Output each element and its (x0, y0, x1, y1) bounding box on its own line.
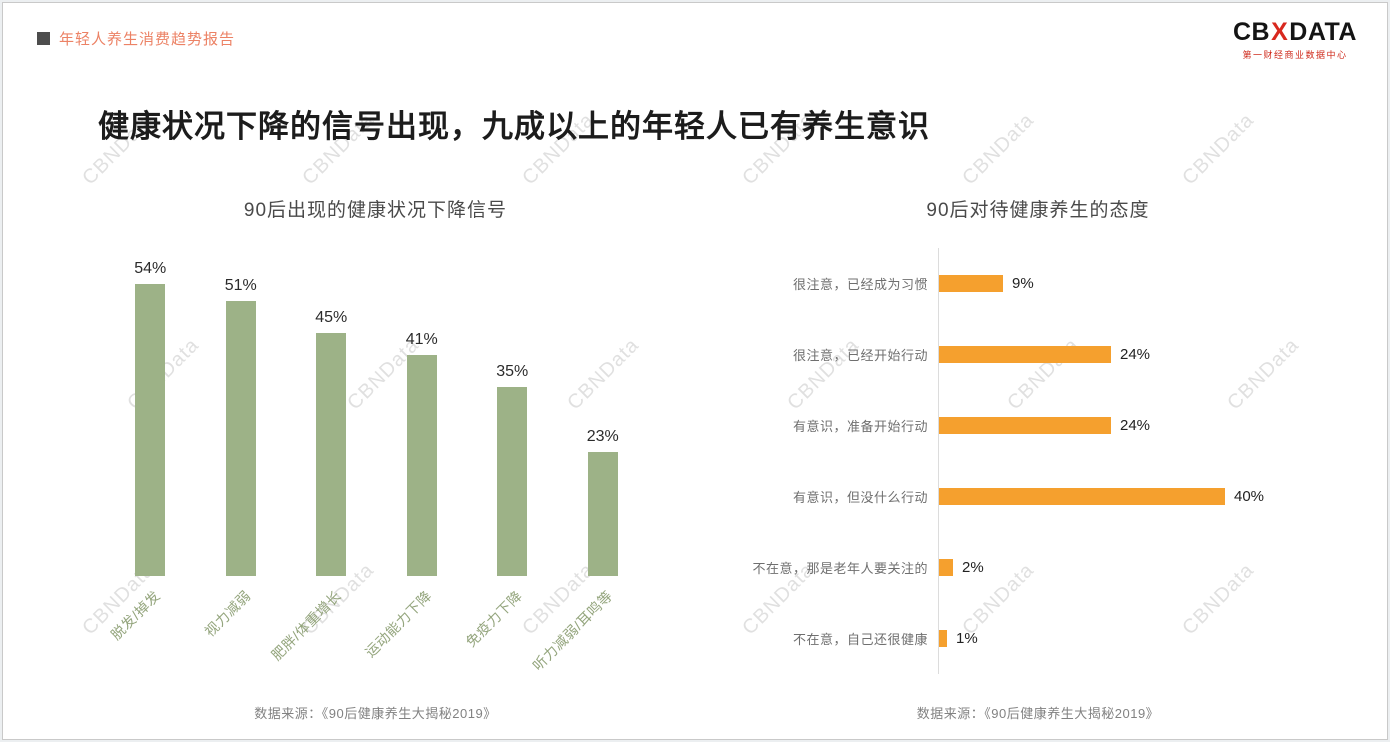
cbndata-logo: CBXDATA 第一财经商业数据中心 (1232, 18, 1357, 61)
bar-category-label: 免疫力下降 (462, 587, 525, 650)
chart-title-left: 90后出现的健康状况下降信号 (243, 200, 508, 221)
logo-wordmark: CBXDATA (1232, 18, 1357, 47)
bar (939, 275, 1003, 292)
bar-track: 2% (938, 532, 984, 603)
bar-row: 有意识，准备开始行动 24% (723, 390, 1353, 461)
bar-value-label: 51% (224, 277, 257, 294)
bar-track: 24% (938, 390, 1150, 461)
bar (316, 333, 347, 576)
logo-subtitle: 第一财经商业数据中心 (1242, 49, 1348, 60)
bar-category-label: 不在意，自己还很健康 (792, 632, 928, 647)
bar-value-label: 24% (1120, 417, 1151, 434)
bar-category-label: 听力减弱/耳鸣等 (529, 587, 616, 674)
bar-track: 1% (938, 603, 978, 674)
bar-category-label: 不在意，那是老年人要关注的 (752, 561, 928, 576)
logo-prefix: CB (1232, 18, 1271, 46)
bar-value-label: 1% (956, 630, 978, 647)
bar-category-label: 有意识，但没什么行动 (792, 490, 928, 505)
bar-column: 23% 听力减弱/耳鸣等 (529, 246, 649, 674)
data-source-left: 数据来源：《90后健康养生大揭秘2019》 (254, 706, 497, 721)
horizontal-bars: 很注意，已经成为习惯 9% 很注意，已经开始行动 24% 有意识，准备开始行动 24% 有意… (723, 248, 1353, 674)
report-series-title: 年轻人养生消费趋势报告 (59, 31, 236, 48)
report-header: 年轻人养生消费趋势报告 (37, 28, 235, 49)
vertical-bars: 54% 脱发/掉发 51% 视力减弱 45% 肥胖/体重增长 41% 运动能力下降 35% 免疫力… (103, 246, 649, 674)
bar-row: 很注意，已经成为习惯 9% (723, 248, 1353, 319)
bar-value-label: 35% (496, 363, 529, 380)
vertical-bar-chart: 90后出现的健康状况下降信号 54% 脱发/掉发 51% 视力减弱 45% 肥胖/体重增长… (103, 195, 649, 674)
bar-category-label: 视力减弱 (201, 587, 254, 640)
bar (497, 387, 528, 576)
bar-column: 35% 免疫力下降 (462, 246, 558, 650)
chart-title-right: 90后对待健康养生的态度 (926, 200, 1150, 221)
bar (406, 355, 437, 576)
bar-column: 51% 视力减弱 (196, 246, 287, 640)
bar-track: 40% (938, 461, 1264, 532)
bar-value-label: 24% (1120, 346, 1151, 363)
bar-value-label: 23% (586, 428, 619, 445)
horizontal-bar-chart: 90后对待健康养生的态度 很注意，已经成为习惯 9% 很注意，已经开始行动 24% 有意… (723, 195, 1353, 674)
bar-value-label: 54% (134, 260, 167, 277)
bar (939, 630, 947, 647)
bar (587, 452, 618, 576)
bar (939, 417, 1111, 434)
bar (939, 559, 953, 576)
bar-row: 不在意，那是老年人要关注的 2% (723, 532, 1353, 603)
bar-value-label: 2% (962, 559, 984, 576)
bar (225, 301, 256, 576)
bar-category-label: 很注意，已经开始行动 (792, 348, 928, 363)
bar (939, 488, 1225, 505)
bar-value-label: 9% (1012, 275, 1034, 292)
bar-row: 有意识，但没什么行动 40% (723, 461, 1353, 532)
bar-row: 很注意，已经开始行动 24% (723, 319, 1353, 390)
square-bullet-icon (37, 32, 50, 45)
bar-column: 45% 肥胖/体重增长 (268, 246, 377, 663)
bar-value-label: 40% (1234, 488, 1265, 505)
bar-row: 不在意，自己还很健康 1% (723, 603, 1353, 674)
bar-category-label: 肥胖/体重增长 (268, 587, 344, 664)
bar (135, 284, 166, 576)
bar-category-label: 运动能力下降 (361, 587, 435, 661)
logo-suffix: DATA (1289, 18, 1357, 46)
bar-track: 9% (938, 248, 1034, 319)
bar-track: 24% (938, 319, 1150, 390)
bar-category-label: 脱发/掉发 (107, 587, 163, 643)
bar (939, 346, 1111, 363)
logo-x-icon: X (1271, 18, 1289, 46)
data-source-right: 数据来源：《90后健康养生大揭秘2019》 (916, 706, 1160, 721)
bar-value-label: 45% (315, 309, 348, 326)
bar-value-label: 41% (405, 331, 438, 348)
bar-category-label: 有意识，准备开始行动 (792, 419, 928, 434)
bar-category-label: 很注意，已经成为习惯 (792, 277, 928, 292)
page-title: 健康状况下降的信号出现，九成以上的年轻人已有养生意识 (98, 109, 930, 144)
bar-column: 41% 运动能力下降 (362, 246, 468, 660)
slide-content: 年轻人养生消费趋势报告 CBXDATA 第一财经商业数据中心 健康状况下降的信号… (3, 3, 1387, 739)
bar-column: 54% 脱发/掉发 (105, 246, 196, 643)
